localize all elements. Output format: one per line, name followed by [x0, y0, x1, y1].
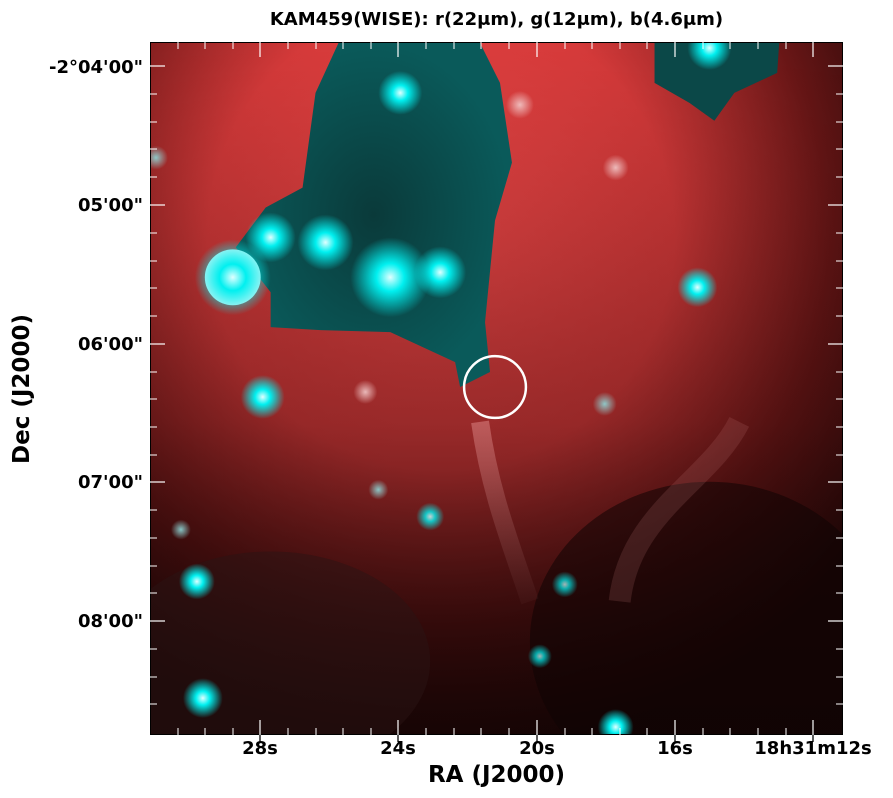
dust-filament	[471, 420, 539, 605]
dec-tick-label: -2°04'00"	[49, 57, 143, 78]
ra-tick-label: 16s	[657, 738, 693, 759]
dec-tick-label: 07'00"	[78, 472, 143, 493]
dec-tick-label: 05'00"	[78, 195, 143, 216]
saturated-region	[235, 43, 512, 388]
image-panel	[150, 42, 843, 735]
dec-tick-label: 06'00"	[78, 334, 143, 355]
figure-title: KAM459(WISE): r(22μm), g(12μm), b(4.6μm)	[269, 9, 724, 30]
ra-tick-label: 24s	[380, 738, 416, 759]
ra-tick-label: 20s	[519, 738, 555, 759]
y-axis-label: Dec (J2000)	[9, 314, 35, 464]
dec-tick-label: 08'00"	[78, 611, 143, 632]
sky-image	[151, 43, 842, 734]
source-marker-circle	[462, 354, 528, 420]
ra-tick-label: 18h31m12s	[754, 738, 872, 759]
saturated-region-ne	[654, 43, 780, 121]
x-axis-label: RA (J2000)	[427, 762, 566, 788]
ra-tick-label: 28s	[242, 738, 278, 759]
